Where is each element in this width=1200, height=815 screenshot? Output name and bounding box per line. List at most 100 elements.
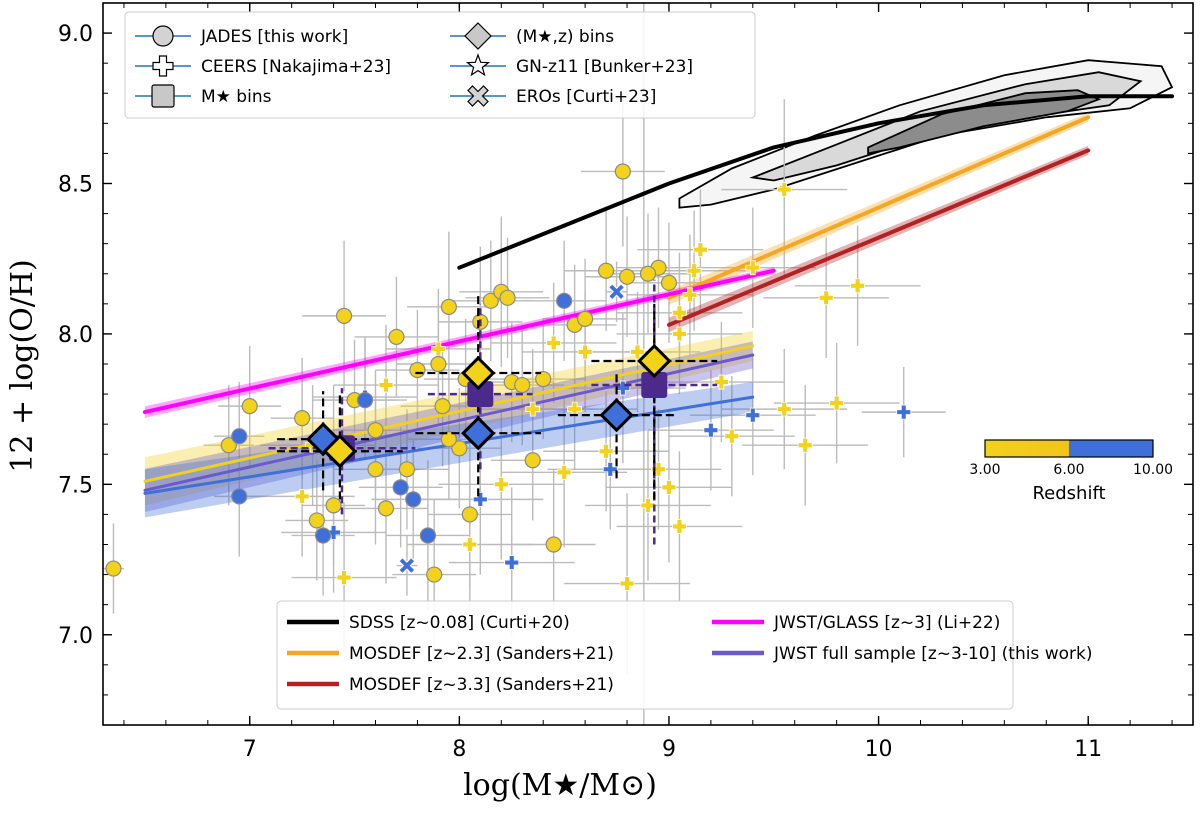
legend-label: JWST/GLASS [z~3] (Li+22)	[773, 613, 1000, 633]
jades-point	[377, 500, 395, 517]
y-tick-label: 7.5	[58, 473, 93, 498]
x-axis-ticks: 7 8 9 10 11	[123, 3, 1173, 762]
ceers-point	[818, 290, 834, 306]
ceers-point	[640, 497, 656, 513]
jades-point	[618, 268, 636, 285]
binned-points	[268, 279, 718, 545]
star-icon	[465, 53, 491, 77]
mz-bin-point	[637, 343, 672, 379]
x-tick-label: 9	[662, 737, 676, 762]
legend-label: SDSS [z~0.08] (Curti+20)	[349, 613, 570, 633]
ceers-point	[672, 519, 687, 534]
ceers-point	[713, 374, 729, 390]
y-tick-label: 8.0	[58, 323, 93, 348]
jades-point	[398, 461, 416, 478]
y-axis-ticks: 7.0 7.5 8.0 8.5 9.0	[58, 22, 1193, 696]
jades-point	[220, 437, 237, 454]
jades-point	[451, 440, 468, 457]
jades-point	[231, 428, 248, 445]
jades-point	[367, 422, 384, 439]
jades-point	[499, 289, 516, 306]
ceers-point	[472, 491, 488, 507]
jades-point	[614, 163, 631, 180]
jades-point	[405, 491, 422, 508]
ceers-point	[546, 335, 562, 351]
ceers-point	[724, 428, 740, 444]
fit-band	[144, 330, 753, 506]
ero-point	[607, 282, 626, 301]
mz-bin-point	[322, 434, 357, 469]
jades-point	[434, 398, 451, 415]
ceers-point	[430, 341, 446, 357]
top-legend: JADES [this work] (M★,z) bins CEERS [Nakaj…	[124, 11, 756, 119]
jades-point	[639, 265, 657, 282]
x-tick-label: 11	[1074, 737, 1102, 762]
colorbar-mid-label: 6.00	[1053, 462, 1084, 478]
x-tick-label: 8	[452, 737, 466, 762]
x-tick-label: 10	[865, 737, 893, 762]
jades-point	[426, 566, 443, 583]
jades-point	[325, 497, 342, 514]
ceers-point	[651, 461, 666, 477]
fit-line	[142, 268, 776, 415]
y-tick-label: 9.0	[58, 22, 93, 47]
legend-label: M★ bins	[201, 87, 272, 107]
colorbar-max-label: 10.00	[1133, 462, 1173, 478]
ceers-point	[829, 395, 845, 411]
ceers-point	[462, 537, 478, 552]
jades-point	[105, 560, 122, 577]
jades-point	[440, 431, 457, 448]
jades-point	[514, 376, 531, 394]
x-axis-label: log(M★/M⊙)	[463, 768, 657, 803]
ceers-point	[745, 407, 761, 423]
ceers-point	[672, 326, 687, 342]
legend-label: JADES [this work]	[200, 27, 348, 47]
jades-point	[597, 262, 615, 279]
ceers-point	[693, 242, 708, 258]
jades-point	[241, 398, 258, 415]
circle-icon	[152, 25, 174, 47]
ceers-point	[504, 555, 520, 570]
legend-label: JWST full sample [z~3-10] (this work)	[773, 644, 1092, 664]
colorbar-gradient	[984, 439, 1154, 458]
jades-point	[314, 527, 332, 544]
ceers-point	[525, 401, 541, 417]
jades-point	[419, 527, 437, 544]
ceers-point	[776, 401, 792, 417]
plus-icon	[152, 55, 174, 77]
legend-label: EROs [Curti+23]	[516, 87, 656, 107]
ceers-point	[776, 182, 792, 197]
ceers-point	[682, 287, 698, 303]
ceers-point	[598, 443, 614, 459]
ceers-point	[493, 476, 509, 492]
jades-point	[440, 298, 457, 315]
ceers-point	[745, 260, 761, 276]
legend-label: CEERS [Nakajima+23]	[201, 57, 391, 77]
jades-point	[367, 461, 384, 478]
legend-label: MOSDEF [z~3.3] (Sanders+21)	[349, 675, 614, 695]
ceers-point	[336, 570, 352, 585]
jades-point	[392, 479, 409, 496]
legend-label: MOSDEF [z~2.3] (Sanders+21)	[349, 644, 614, 664]
colorbar-min-label: 3.00	[969, 462, 1000, 478]
jades-point	[335, 307, 353, 324]
legend-label: GN-z11 [Bunker+23]	[516, 57, 693, 77]
jades-point	[430, 355, 447, 373]
x-icon	[467, 85, 489, 107]
plot-area	[103, 3, 1174, 725]
jades-point	[308, 512, 325, 529]
jades-point	[556, 292, 573, 309]
ceers-point	[896, 404, 912, 420]
ero-point	[398, 556, 416, 575]
legend-label: (M★,z) bins	[516, 27, 614, 47]
ceers-point	[577, 344, 593, 360]
square-icon	[151, 84, 175, 108]
y-axis-label: 12 + log(O/H)	[5, 259, 40, 473]
bottom-legend: SDSS [z~0.08] (Curti+20) JWST/GLASS [z~3]…	[276, 600, 1092, 710]
ceers-point	[556, 464, 572, 480]
ceers-point	[602, 461, 618, 477]
jades-point	[535, 370, 552, 388]
ceers-point	[661, 479, 677, 495]
mz-bin-point	[461, 355, 496, 391]
ceers-point	[703, 422, 719, 438]
